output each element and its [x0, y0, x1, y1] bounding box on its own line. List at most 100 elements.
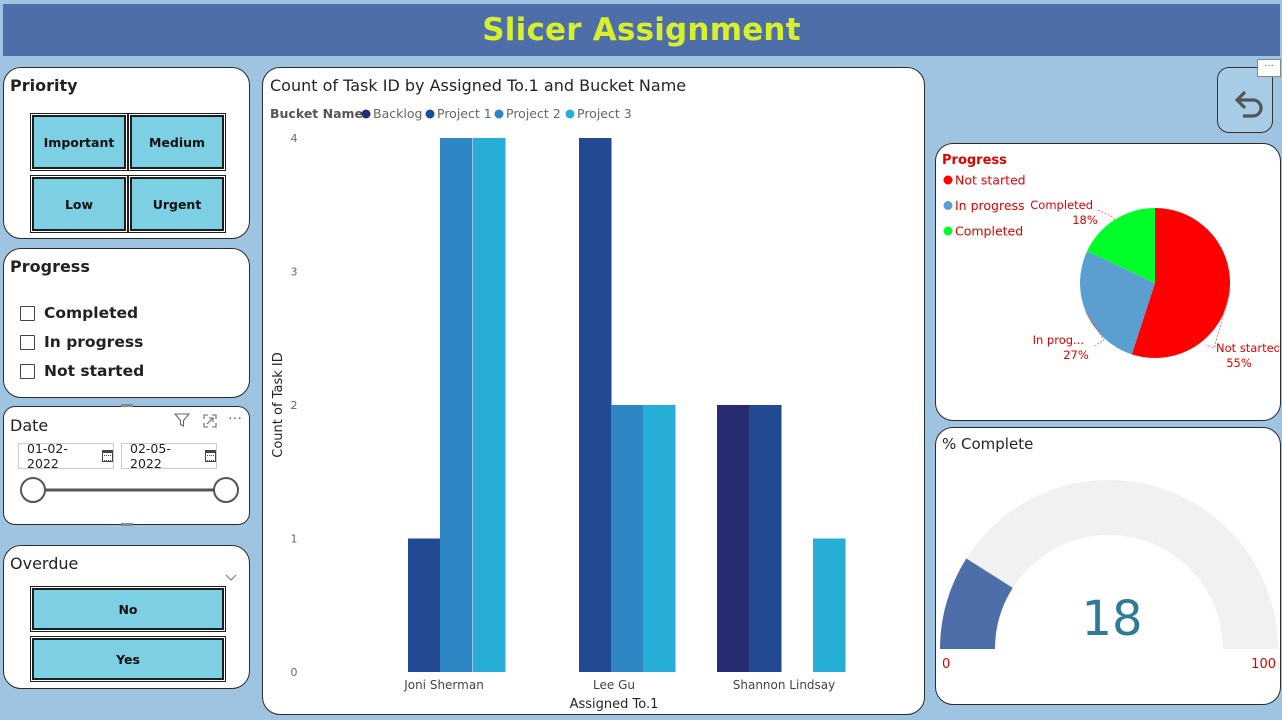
priority-option-urgent[interactable]: Urgent [128, 175, 226, 233]
legend-dot-backlog [361, 109, 371, 119]
legend-dot-project-1 [425, 109, 435, 119]
gauge-marks [940, 480, 1278, 649]
legend-project-2[interactable]: Project 2 [506, 106, 561, 121]
x-axis-title: Assigned To.1 [570, 697, 659, 712]
bar-chart-legend: Bucket Name Backlog Project 1 Project 2 Proj… [270, 106, 632, 121]
resize-handle-bottom[interactable] [121, 523, 133, 526]
start-date-value: 01-02-2022 [27, 441, 68, 471]
bar-lee-gu-project-1[interactable] [579, 138, 612, 672]
bar-joni-sherman-project-2[interactable] [440, 138, 473, 672]
progress-slicer: Progress Completed In progress Not start… [3, 248, 250, 398]
bar-shannon-lindsay-project-3[interactable] [813, 538, 846, 673]
x-tick-label: Lee Gu [593, 678, 635, 692]
bar-lee-gu-project-2[interactable] [611, 405, 644, 672]
page-title: Slicer Assignment [482, 12, 801, 48]
legend-backlog[interactable]: Backlog [373, 106, 422, 121]
progress-slicer-title: Progress [10, 257, 90, 276]
more-options-icon[interactable]: ··· [1257, 59, 1281, 77]
progress-option-not-started[interactable]: Not started [20, 362, 144, 380]
gauge-fill[interactable] [940, 558, 1013, 649]
priority-option-medium[interactable]: Medium [128, 113, 226, 171]
slider-start-handle[interactable] [20, 477, 46, 503]
pie-pct-in-progress: 27% [1063, 348, 1089, 362]
progress-option-label: Completed [44, 304, 139, 322]
overdue-slicer: Overdue No Yes [3, 545, 250, 689]
pie-legend-dot-not-started [943, 175, 953, 185]
more-options-icon[interactable]: ··· [228, 409, 242, 425]
progress-pie-chart: Progress Not started In progress Completed… [942, 153, 1279, 370]
focus-mode-icon[interactable] [202, 413, 218, 429]
checkbox-not-started[interactable] [20, 363, 35, 379]
bar-shannon-lindsay-backlog[interactable] [717, 405, 750, 672]
x-tick-label: Shannon Lindsay [733, 678, 836, 692]
y-tick-label: 3 [291, 266, 298, 279]
header-banner: Slicer Assignment [3, 4, 1280, 56]
calendar-icon[interactable] [204, 450, 216, 462]
bar-lee-gu-project-3[interactable] [643, 405, 676, 672]
filter-icon[interactable] [174, 412, 190, 428]
date-slicer-title: Date [10, 416, 49, 435]
slider-end-handle[interactable] [213, 477, 239, 503]
start-date-input[interactable]: 01-02-2022 [18, 441, 114, 471]
pie-leader-line [1205, 294, 1230, 349]
gauge-value: 18 [1081, 591, 1142, 647]
pie-legend-dot-in-progress [943, 201, 953, 210]
priority-option-important[interactable]: Important [30, 113, 128, 171]
date-slicer: Date ··· 01-02-2022 02-05-2022 [3, 404, 250, 526]
resize-handle-top[interactable] [121, 404, 133, 407]
pie-legend-dot-completed [943, 226, 953, 236]
progress-option-label: Not started [44, 362, 145, 380]
overdue-option-yes[interactable]: Yes [30, 636, 226, 682]
pie-legend-not-started[interactable]: Not started [955, 173, 1026, 188]
percent-complete-gauge: % Complete 18 0 100 [940, 435, 1278, 672]
pie-label-completed: Completed [1030, 198, 1093, 212]
progress-option-in-progress[interactable]: In progress [20, 333, 143, 351]
pie-legend-in-progress[interactable]: In progress [955, 198, 1025, 213]
pie-legend-completed[interactable]: Completed [955, 224, 1023, 239]
pie-slice-completed[interactable] [1087, 208, 1155, 283]
back-button[interactable] [1217, 67, 1273, 133]
undo-arrow-icon [1234, 90, 1263, 118]
y-tick-label: 4 [291, 132, 298, 145]
end-date-input[interactable]: 02-05-2022 [121, 441, 217, 471]
checkbox-completed[interactable] [20, 305, 35, 321]
x-tick-label: Joni Sherman [403, 678, 484, 692]
pie-slices [1080, 208, 1230, 358]
legend-dot-project-2 [494, 109, 504, 119]
pie-label-not-started: Not started [1216, 341, 1279, 355]
priority-option-low[interactable]: Low [30, 175, 128, 233]
progress-option-label: In progress [44, 333, 144, 351]
legend-title: Bucket Name [270, 106, 363, 121]
calendar-icon[interactable] [101, 450, 113, 462]
pie-label-in-progress: In prog... [1033, 333, 1084, 347]
priority-slicer: Priority Important Medium Low Urgent [3, 67, 250, 239]
y-axis-ticks: 0 1 2 3 4 [291, 132, 298, 679]
pie-leader-line [1085, 312, 1105, 348]
progress-pie-card: Progress Not started In progress Completed… [935, 143, 1281, 421]
bar-shannon-lindsay-project-1[interactable] [749, 405, 782, 672]
percent-complete-card: % Complete 18 0 100 [935, 427, 1281, 705]
x-axis-ticks: Joni Sherman Lee Gu Shannon Lindsay [403, 678, 835, 692]
bar-joni-sherman-project-3[interactable] [473, 138, 506, 672]
overdue-option-no[interactable]: No [30, 586, 226, 632]
bar-chart: Count of Task ID by Assigned To.1 and Bu… [270, 76, 846, 712]
y-tick-label: 2 [291, 399, 298, 412]
y-tick-label: 1 [291, 533, 298, 546]
pie-slice-in-progress[interactable] [1080, 251, 1155, 355]
priority-slicer-title: Priority [10, 76, 78, 95]
legend-project-1[interactable]: Project 1 [437, 106, 492, 121]
date-range-slider[interactable] [4, 474, 244, 508]
checkbox-in-progress[interactable] [20, 334, 35, 350]
chevron-down-icon[interactable] [225, 574, 237, 582]
legend-dot-project-3 [565, 109, 575, 119]
legend-project-3[interactable]: Project 3 [577, 106, 632, 121]
pie-legend: Not started In progress Completed [943, 173, 1026, 239]
pie-leader-line [1097, 209, 1116, 220]
pie-chart-title: Progress [942, 153, 1007, 168]
pie-slice-not-started[interactable] [1131, 208, 1230, 358]
y-tick-label: 0 [291, 666, 298, 679]
bar-chart-title: Count of Task ID by Assigned To.1 and Bu… [270, 76, 686, 95]
bar-joni-sherman-project-1[interactable] [408, 538, 441, 673]
progress-option-completed[interactable]: Completed [20, 304, 138, 322]
